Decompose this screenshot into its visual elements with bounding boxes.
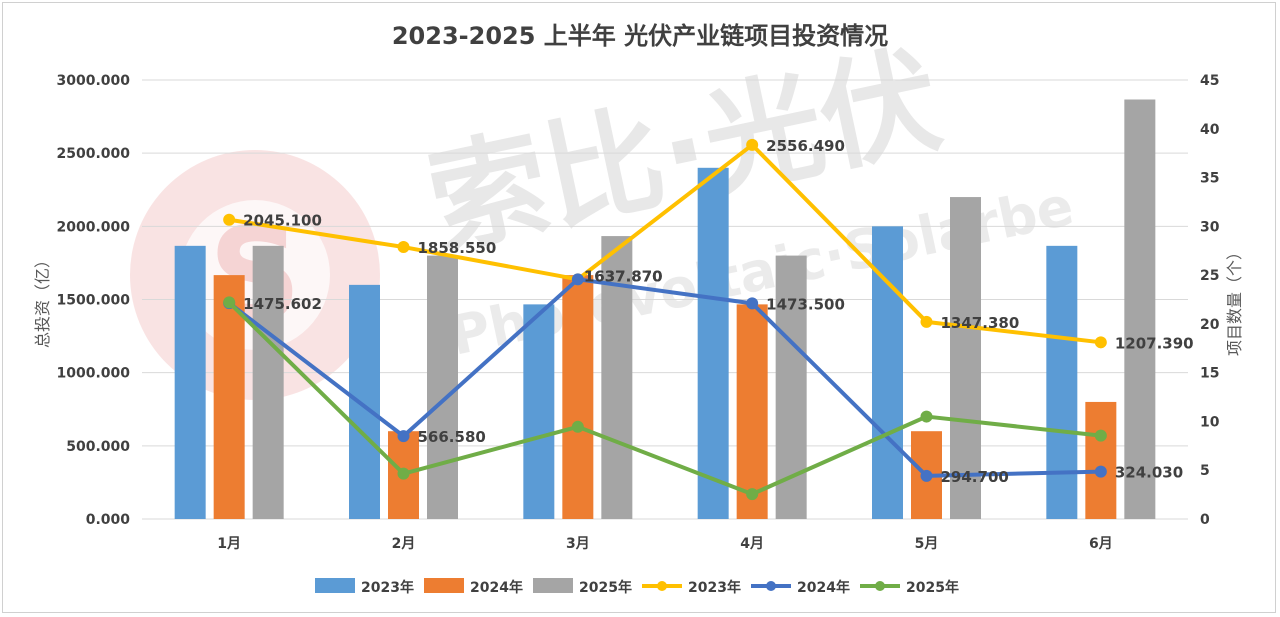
bar-2024年 — [562, 275, 594, 519]
right-tick-label: 10 — [1200, 414, 1220, 430]
data-label: 294.700 — [941, 468, 1009, 486]
bar-2023年 — [349, 284, 380, 519]
data-label: 324.030 — [1115, 464, 1183, 482]
right-tick-label: 45 — [1200, 73, 1219, 89]
point-2023年 — [223, 213, 236, 226]
bar-2025年 — [950, 197, 981, 520]
left-axis-title: 总投资（亿） — [33, 252, 52, 348]
right-tick-label: 25 — [1200, 268, 1219, 284]
x-axis-ticks: 1月 2月 3月 4月 5月 6月 — [217, 536, 1112, 552]
data-label: 1637.870 — [584, 267, 663, 285]
left-tick-label: 0.000 — [86, 512, 131, 528]
point-2023年 — [920, 315, 933, 328]
data-label: 2556.490 — [766, 137, 845, 155]
chart-title: 2023-2025 上半年 光伏产业链项目投资情况 — [392, 22, 888, 50]
right-tick-label: 5 — [1200, 463, 1210, 479]
right-tick-label: 30 — [1200, 219, 1220, 235]
bar-2023年 — [174, 245, 206, 519]
legend-label: 2024年 — [797, 579, 850, 596]
bar-2023年 — [697, 167, 729, 520]
bar-2023年 — [872, 226, 903, 520]
point-2024年 — [571, 273, 584, 286]
legend-swatch-bar — [424, 578, 464, 593]
x-tick-label: 2月 — [392, 536, 416, 552]
point-2025年 — [397, 467, 410, 480]
right-axis-ticks: 0 5 10 15 20 25 30 35 40 45 — [1200, 73, 1220, 528]
bar-2024年 — [213, 275, 245, 519]
gridlines — [142, 79, 1188, 520]
legend-swatch-marker — [657, 581, 667, 591]
x-tick-label: 1月 — [217, 536, 241, 552]
point-2025年 — [1094, 429, 1107, 442]
data-label: 2045.100 — [243, 212, 322, 230]
point-2025年 — [920, 410, 933, 423]
bar-2023年 — [1046, 245, 1078, 519]
data-label: 1475.602 — [243, 295, 322, 313]
x-tick-label: 6月 — [1089, 536, 1113, 552]
right-tick-label: 15 — [1200, 366, 1219, 382]
point-2024年 — [746, 297, 759, 310]
data-label: 1637.870 — [584, 267, 663, 285]
bar-2024年 — [1085, 401, 1117, 519]
point-2025年 — [223, 296, 236, 309]
legend-swatch-marker — [766, 581, 776, 591]
left-tick-label: 1000.000 — [56, 366, 130, 382]
legend-label: 2024年 — [470, 579, 523, 596]
data-label: 1473.500 — [766, 295, 845, 313]
line-2024年 — [227, 277, 1101, 478]
legend-swatch-bar — [533, 578, 573, 593]
right-tick-label: 35 — [1200, 171, 1219, 187]
right-tick-label: 20 — [1200, 317, 1220, 333]
bar-series-group — [174, 99, 1156, 520]
data-labels-group: 2045.100 1858.550 1637.870 2556.490 1347.380… — [243, 137, 1193, 486]
bar-2023年 — [523, 304, 555, 519]
legend-label: 2023年 — [361, 579, 414, 596]
left-axis-ticks: 0.000 500.000 1000.000 1500.000 2000.000 2500… — [56, 73, 130, 528]
legend-label: 2023年 — [688, 579, 741, 596]
legend-swatch-bar — [315, 578, 355, 593]
legend: 2023年 2024年 2025年 2023年 2024年 2025年 — [315, 578, 959, 596]
point-2025年 — [571, 420, 584, 433]
point-2023年 — [1094, 336, 1107, 349]
x-tick-label: 5月 — [915, 536, 939, 552]
line-2023年 — [228, 142, 1102, 345]
line-series-group — [223, 138, 1107, 501]
legend-swatch-marker — [875, 581, 885, 591]
point-2024年 — [397, 430, 410, 443]
data-label: 1207.390 — [1115, 334, 1194, 352]
bar-2025年 — [1124, 99, 1156, 519]
left-tick-label: 2000.000 — [56, 219, 130, 235]
point-2024年 — [920, 469, 933, 482]
right-tick-label: 0 — [1200, 512, 1210, 528]
left-tick-label: 3000.000 — [56, 73, 130, 89]
x-tick-label: 3月 — [566, 536, 590, 552]
left-tick-label: 1500.000 — [56, 293, 130, 309]
bar-2024年 — [736, 304, 768, 519]
legend-label: 2025年 — [579, 579, 632, 596]
data-label: 566.580 — [418, 428, 486, 446]
point-2025年 — [746, 488, 759, 501]
right-axis-title: 项目数量（个） — [1225, 244, 1244, 356]
point-2023年 — [746, 138, 759, 151]
data-label: 1347.380 — [941, 314, 1020, 332]
point-2024年 — [1094, 465, 1107, 478]
line-2025年 — [227, 300, 1102, 497]
left-tick-label: 2500.000 — [56, 146, 130, 162]
bar-2025年 — [252, 245, 284, 519]
legend-label: 2025年 — [906, 579, 959, 596]
right-tick-label: 40 — [1200, 122, 1220, 138]
x-tick-label: 4月 — [740, 536, 764, 552]
point-2023年 — [397, 241, 410, 254]
bar-2025年 — [427, 255, 458, 519]
left-tick-label: 500.000 — [66, 439, 130, 455]
data-label: 1858.550 — [418, 239, 497, 257]
